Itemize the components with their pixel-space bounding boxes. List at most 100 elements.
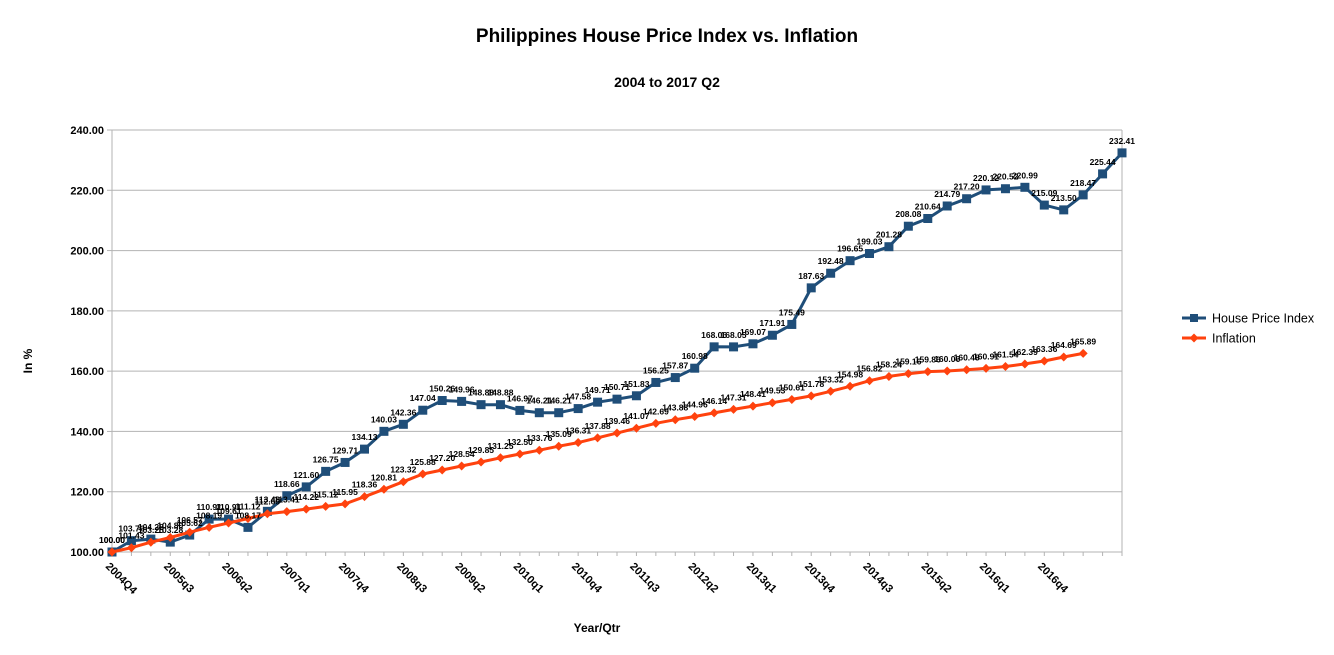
- data-point: [243, 522, 253, 532]
- y-tick-label: 220.00: [70, 185, 104, 197]
- y-tick-label: 120.00: [70, 487, 104, 499]
- data-point: [1020, 182, 1030, 192]
- data-label: 220.99: [1012, 170, 1038, 180]
- data-point: [340, 499, 350, 509]
- data-label: 148.88: [487, 388, 513, 398]
- data-point: [690, 363, 700, 373]
- data-label: 187.63: [798, 271, 824, 281]
- data-label: 129.85: [468, 445, 494, 455]
- data-point: [1039, 356, 1049, 366]
- data-label: 147.04: [410, 393, 436, 403]
- data-label: 146.21: [526, 396, 552, 406]
- legend-marker: [1189, 333, 1199, 343]
- data-label: 123.32: [390, 465, 416, 475]
- data-point: [1000, 184, 1010, 194]
- x-tick-label: 2005q3: [161, 561, 196, 596]
- data-label: 114.22: [293, 492, 319, 502]
- x-tick-label: 2004Q4: [103, 561, 140, 598]
- data-point: [923, 213, 933, 223]
- data-label: 115.12: [313, 489, 339, 499]
- data-label: 140.03: [371, 414, 397, 424]
- data-label: 128.54: [449, 449, 475, 459]
- data-point: [1078, 348, 1088, 358]
- data-point: [515, 449, 525, 459]
- data-point: [962, 365, 972, 375]
- data-point: [340, 457, 350, 467]
- y-tick-label: 160.00: [70, 366, 104, 378]
- axes: [111, 130, 1123, 556]
- data-point: [437, 465, 447, 475]
- data-point: [1059, 205, 1069, 215]
- data-point: [457, 461, 467, 471]
- data-label: 168.05: [721, 330, 747, 340]
- x-tick-label: 2013q4: [802, 561, 837, 596]
- data-label: 210.64: [915, 201, 941, 211]
- data-label: 154.98: [837, 369, 863, 379]
- data-label: 142.36: [390, 407, 416, 417]
- data-point: [962, 194, 972, 204]
- data-label: 201.28: [876, 230, 902, 240]
- data-point: [243, 513, 253, 523]
- data-point: [204, 522, 214, 532]
- data-label: 218.47: [1070, 178, 1096, 188]
- data-label: 169.07: [740, 327, 766, 337]
- data-point: [631, 391, 641, 401]
- data-label: 160.06: [934, 354, 960, 364]
- data-label: 137.88: [585, 421, 611, 431]
- data-point: [437, 396, 447, 406]
- data-point: [1039, 200, 1049, 210]
- gridlines: [107, 129, 1122, 553]
- data-point: [593, 433, 603, 443]
- data-point: [534, 408, 544, 418]
- data-point: [729, 404, 739, 414]
- data-point: [748, 339, 758, 349]
- data-point: [495, 453, 505, 463]
- data-label: 192.48: [818, 256, 844, 266]
- data-label: 165.89: [1070, 336, 1096, 346]
- data-label: 156.25: [643, 365, 669, 375]
- data-label: 196.65: [837, 244, 863, 254]
- data-point: [379, 484, 389, 494]
- data-point: [360, 492, 369, 502]
- data-point: [126, 543, 136, 553]
- y-tick-label: 100.00: [70, 547, 104, 559]
- x-tick-label: 2010q4: [569, 561, 604, 596]
- data-point: [185, 527, 195, 537]
- data-label: 162.39: [1012, 347, 1038, 357]
- data-point: [554, 408, 564, 418]
- data-point: [321, 466, 331, 476]
- data-label: 217.20: [954, 182, 980, 192]
- data-label: 131.25: [487, 441, 513, 451]
- data-label: 163.36: [1031, 344, 1057, 354]
- data-label: 175.49: [779, 307, 805, 317]
- data-label: 110.91: [196, 502, 222, 512]
- data-point: [1059, 352, 1069, 362]
- data-label: 141.07: [623, 411, 649, 421]
- data-point: [457, 396, 467, 406]
- data-point: [651, 418, 661, 428]
- y-tick-label: 140.00: [70, 426, 104, 438]
- data-point: [126, 536, 136, 546]
- data-point: [729, 342, 739, 352]
- data-label: 113.49: [255, 494, 281, 504]
- data-label: 220.52: [992, 172, 1018, 182]
- data-label: 215.09: [1031, 188, 1057, 198]
- data-point: [865, 376, 874, 386]
- data-label: 120.81: [371, 472, 397, 482]
- data-label: 104.80: [157, 521, 183, 531]
- data-point: [767, 398, 777, 408]
- data-label: 160.48: [954, 353, 980, 363]
- data-point: [787, 394, 797, 404]
- data-point: [165, 533, 175, 543]
- data-point: [903, 221, 913, 231]
- data-point: [690, 411, 700, 421]
- x-axis-label: Year/Qtr: [574, 621, 621, 635]
- data-point: [515, 405, 525, 415]
- data-label: 220.12: [973, 173, 999, 183]
- y-axis-ticks: 100.00 120.00 140.00 160.00 180.00 200.00 220.…: [70, 125, 104, 559]
- data-point: [301, 482, 311, 492]
- data-point: [631, 423, 641, 433]
- data-point: [418, 469, 428, 479]
- data-label: 101.43: [118, 531, 144, 541]
